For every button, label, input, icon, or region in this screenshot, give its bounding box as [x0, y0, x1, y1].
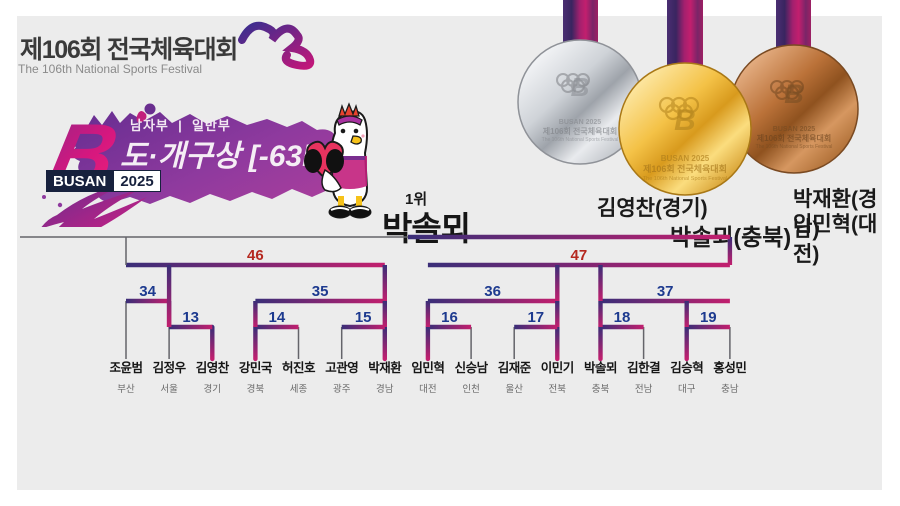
- svg-text:김영찬: 김영찬: [196, 360, 230, 375]
- svg-text:김한결: 김한결: [627, 360, 660, 375]
- svg-text:전북: 전북: [549, 384, 567, 395]
- svg-text:경기: 경기: [204, 383, 221, 395]
- svg-text:14: 14: [269, 309, 286, 326]
- svg-text:김승혁: 김승혁: [670, 360, 703, 375]
- svg-text:박재환: 박재환: [368, 360, 402, 375]
- svg-text:B: B: [674, 104, 696, 137]
- svg-text:경남: 경남: [376, 383, 394, 395]
- svg-text:BUSAN 2025: BUSAN 2025: [661, 154, 710, 163]
- svg-text:제106회 전국체육대회: 제106회 전국체육대회: [543, 126, 617, 136]
- svg-text:34: 34: [139, 283, 156, 300]
- svg-text:전남: 전남: [635, 384, 653, 395]
- svg-text:BUSAN 2025: BUSAN 2025: [559, 119, 602, 126]
- svg-text:신승남: 신승남: [455, 360, 489, 375]
- svg-text:19: 19: [700, 309, 717, 326]
- svg-text:The 106th National Sports Fest: The 106th National Sports Festival: [756, 144, 833, 150]
- svg-text:대구: 대구: [678, 384, 696, 395]
- svg-text:The 106th National Sports Fest: The 106th National Sports Festival: [542, 137, 619, 143]
- svg-text:47: 47: [571, 247, 588, 264]
- svg-text:17: 17: [527, 309, 544, 326]
- svg-text:46: 46: [247, 247, 264, 264]
- svg-text:인천: 인천: [462, 384, 479, 395]
- svg-text:울산: 울산: [505, 384, 523, 395]
- svg-text:경북: 경북: [247, 383, 265, 395]
- svg-text:37: 37: [657, 283, 674, 300]
- svg-text:제106회 전국체육대회: 제106회 전국체육대회: [757, 133, 831, 143]
- svg-text:부산: 부산: [117, 384, 135, 395]
- svg-text:이민기: 이민기: [541, 360, 574, 375]
- svg-text:B: B: [784, 79, 804, 109]
- svg-text:충남: 충남: [721, 384, 739, 395]
- svg-text:서울: 서울: [160, 384, 178, 395]
- svg-text:The 106th National Sports Fest: The 106th National Sports Festival: [643, 176, 727, 182]
- svg-text:BUSAN 2025: BUSAN 2025: [773, 126, 816, 133]
- svg-text:김정우: 김정우: [153, 360, 187, 375]
- svg-text:조윤범: 조윤범: [109, 360, 142, 375]
- svg-text:13: 13: [182, 309, 199, 326]
- svg-text:15: 15: [355, 309, 372, 326]
- svg-text:대전: 대전: [419, 384, 436, 395]
- svg-text:충북: 충북: [592, 384, 610, 395]
- svg-text:16: 16: [441, 309, 458, 326]
- svg-text:18: 18: [614, 309, 631, 326]
- svg-text:36: 36: [484, 283, 501, 300]
- svg-text:김재준: 김재준: [498, 360, 532, 375]
- svg-text:고관영: 고관영: [325, 360, 358, 375]
- svg-text:세종: 세종: [290, 384, 308, 395]
- svg-text:박솔뫼: 박솔뫼: [584, 360, 617, 375]
- svg-text:강민국: 강민국: [239, 360, 273, 375]
- svg-text:35: 35: [312, 283, 329, 300]
- svg-text:광주: 광주: [333, 383, 351, 395]
- svg-text:제106회 전국체육대회: 제106회 전국체육대회: [643, 163, 727, 174]
- svg-text:B: B: [571, 72, 590, 102]
- svg-text:홍성민: 홍성민: [713, 360, 746, 375]
- svg-text:임민혁: 임민혁: [411, 360, 444, 375]
- svg-text:허진호: 허진호: [282, 360, 316, 375]
